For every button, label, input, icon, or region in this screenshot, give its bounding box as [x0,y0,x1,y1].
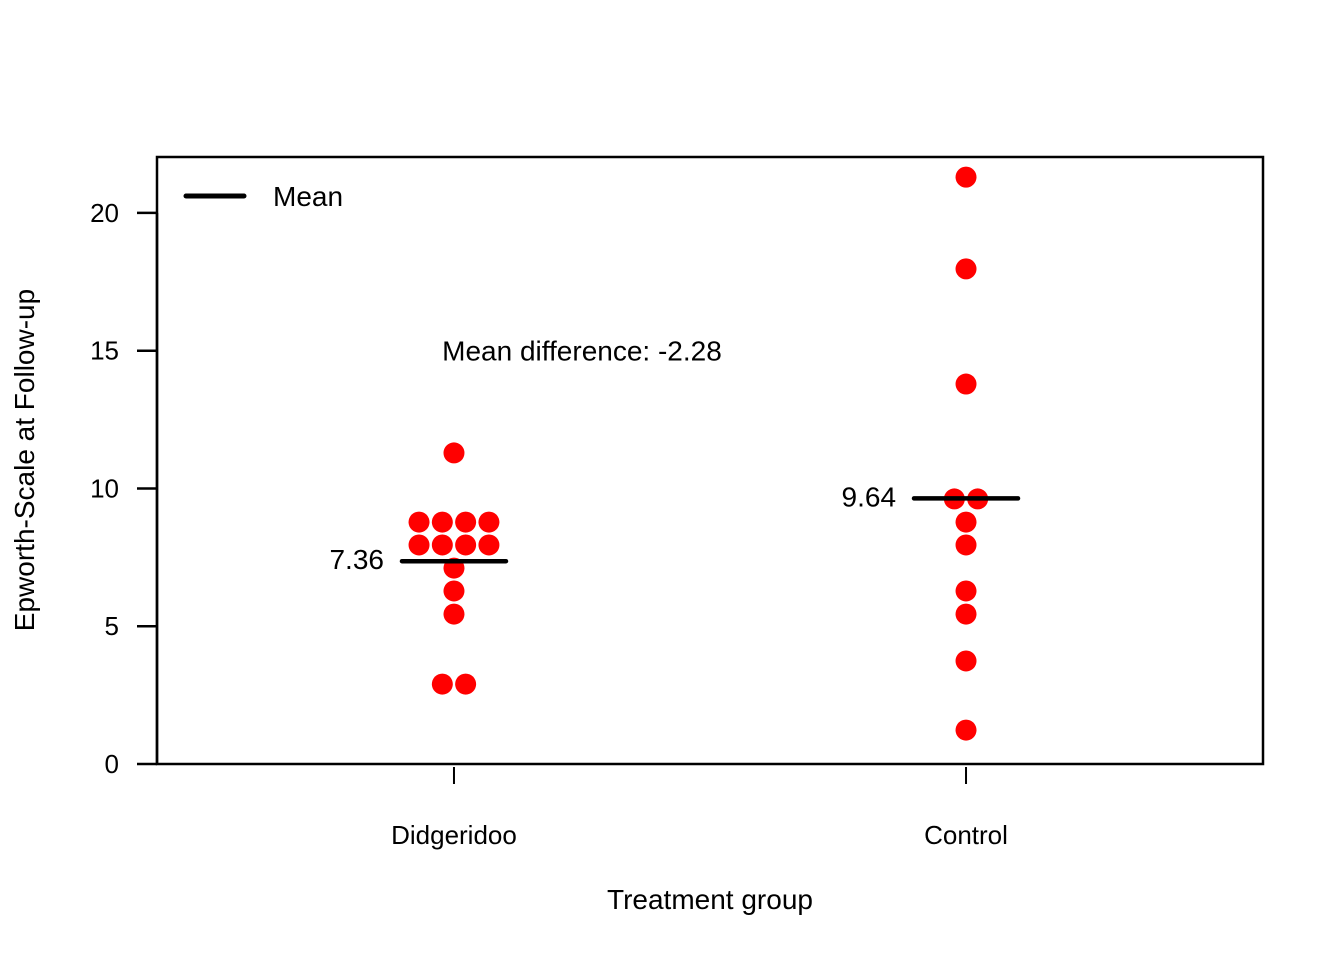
data-point [431,534,453,556]
annotations: Mean difference: -2.28 [442,336,722,367]
data-point [408,511,430,533]
y-tick-label: 10 [90,473,119,503]
data-point [955,650,977,672]
data-point [443,580,465,602]
data-point [478,534,500,556]
data-point [408,534,430,556]
mean-lines: 7.36 9.64 [329,481,1021,575]
data-point [478,511,500,533]
mean-value-label: 9.64 [842,481,897,512]
plot-frame [155,155,1265,766]
legend-label-mean: Mean [273,181,343,212]
data-point [431,511,453,533]
data-point [955,373,977,395]
data-point [955,719,977,741]
data-point [455,511,477,533]
data-point [955,534,977,556]
y-tick-label: 0 [105,749,119,779]
y-tick-label: 15 [90,336,119,366]
y-axis: 0 5 10 15 20 [90,198,159,779]
data-point [455,534,477,556]
x-axis: Didgeridoo Control [391,767,1008,850]
x-tick-label: Didgeridoo [391,820,517,850]
data-point [431,673,453,695]
y-axis-title: Epworth-Scale at Follow-up [9,289,40,631]
x-tick-label: Control [924,820,1008,850]
data-point [455,673,477,695]
y-tick-label: 20 [90,198,119,228]
legend: Mean [183,181,343,212]
data-points [408,166,989,741]
mean-value-label: 7.36 [329,544,384,575]
data-point [955,580,977,602]
data-point [443,442,465,464]
data-point [955,603,977,625]
x-axis-title: Treatment group [607,884,813,915]
data-point [955,166,977,188]
y-tick-label: 5 [105,611,119,641]
data-point [955,511,977,533]
data-point [443,603,465,625]
mean-difference-annotation: Mean difference: -2.28 [442,336,722,367]
data-point [955,258,977,280]
